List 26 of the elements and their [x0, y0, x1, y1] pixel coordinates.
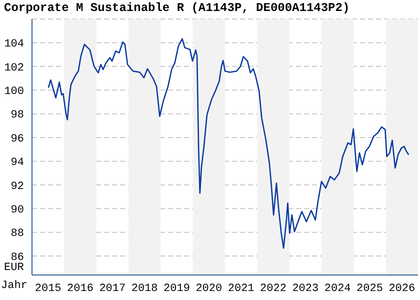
x-tick-label: 2022: [260, 282, 286, 295]
x-tick-label: 2026: [388, 282, 416, 295]
y-tick-label: 102: [4, 62, 24, 74]
chart-title: Corporate M Sustainable R (A1143P, DE000A1143P2): [4, 1, 350, 15]
y-tick-label: 96: [10, 133, 24, 146]
y-tick-label: 104: [4, 38, 24, 51]
y-tick-label: 92: [10, 180, 24, 193]
y-tick-label: 98: [10, 110, 24, 122]
x-tick-label: 2019: [164, 282, 190, 295]
x-tick-label: 2024: [324, 282, 352, 295]
y-tick-label: 90: [10, 204, 24, 217]
x-tick-label: 2017: [99, 282, 126, 295]
y-tick-label: 86: [10, 252, 24, 264]
x-tick-label: 2023: [292, 282, 319, 295]
line-series: [48, 38, 410, 249]
x-tick-label: 2015: [34, 282, 62, 295]
x-tick-label: 2016: [67, 282, 94, 295]
y-tick-label: 94: [10, 157, 24, 170]
y-tick-label: 100: [4, 86, 24, 98]
y-axis-title: EUR: [4, 262, 24, 274]
x-axis-title: Jahr: [1, 280, 28, 292]
y-tick-label: 88: [10, 228, 24, 240]
x-tick-label: 2021: [228, 282, 255, 295]
x-tick-label: 2020: [196, 282, 222, 295]
x-tick-label: 2018: [131, 282, 158, 295]
x-tick-label: 2025: [356, 282, 383, 295]
